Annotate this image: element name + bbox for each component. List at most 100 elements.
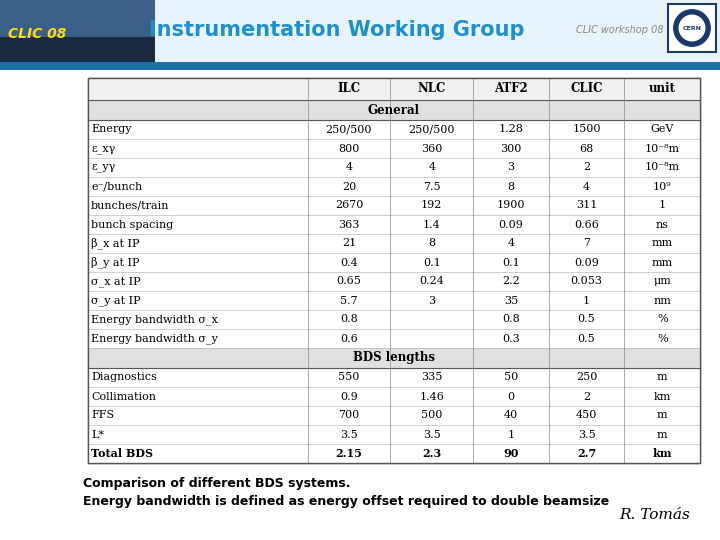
Text: 1: 1 [583, 295, 590, 306]
Text: 7.5: 7.5 [423, 181, 441, 192]
Bar [88, 78, 700, 463]
Text: 21: 21 [342, 239, 356, 248]
Text: 2: 2 [583, 163, 590, 172]
Bar [88, 406, 700, 425]
Bar [0, 37, 155, 67]
Bar [88, 368, 700, 387]
Text: m: m [657, 410, 667, 421]
Text: 2: 2 [583, 392, 590, 402]
Text: σ_x at IP: σ_x at IP [91, 276, 140, 287]
Text: 1500: 1500 [572, 125, 601, 134]
Bar [88, 139, 700, 158]
Text: m: m [657, 429, 667, 440]
Text: 0.09: 0.09 [498, 219, 523, 230]
Text: 4: 4 [428, 163, 436, 172]
Text: 450: 450 [576, 410, 598, 421]
Text: 0: 0 [508, 392, 515, 402]
Text: Energy bandwidth σ_y: Energy bandwidth σ_y [91, 333, 218, 344]
Text: 10⁻⁸m: 10⁻⁸m [644, 144, 680, 153]
Text: 0.9: 0.9 [340, 392, 358, 402]
Text: Energy bandwidth is defined as energy offset required to double beamsize: Energy bandwidth is defined as energy of… [83, 495, 609, 508]
Text: 250/500: 250/500 [408, 125, 455, 134]
Text: 4: 4 [346, 163, 353, 172]
Text: Comparison of different BDS systems.: Comparison of different BDS systems. [83, 477, 351, 490]
Text: 0.5: 0.5 [577, 334, 595, 343]
Bar [668, 4, 716, 52]
Text: 8: 8 [428, 239, 436, 248]
Bar [88, 291, 700, 310]
Text: 0.3: 0.3 [502, 334, 520, 343]
Text: 4: 4 [583, 181, 590, 192]
Text: 3.5: 3.5 [340, 429, 358, 440]
Bar [88, 100, 700, 120]
Text: ILC: ILC [338, 83, 361, 96]
Text: 360: 360 [421, 144, 443, 153]
Text: ns: ns [656, 219, 669, 230]
Text: 0.053: 0.053 [571, 276, 603, 287]
Text: NLC: NLC [418, 83, 446, 96]
Text: 250: 250 [576, 373, 598, 382]
Text: 1.46: 1.46 [419, 392, 444, 402]
Text: FFS: FFS [91, 410, 114, 421]
Text: β_y at IP: β_y at IP [91, 256, 140, 268]
Text: km: km [652, 448, 672, 459]
Text: 363: 363 [338, 219, 360, 230]
Text: nm: nm [653, 295, 671, 306]
Circle shape [674, 10, 710, 46]
Bar [88, 196, 700, 215]
Text: 50: 50 [504, 373, 518, 382]
Text: 90: 90 [503, 448, 518, 459]
Bar [88, 78, 700, 100]
Text: Instrumentation Working Group: Instrumentation Working Group [149, 20, 524, 40]
Bar [88, 329, 700, 348]
Text: 192: 192 [421, 200, 443, 211]
Text: Total BDS: Total BDS [91, 448, 153, 459]
Text: e⁻/bunch: e⁻/bunch [91, 181, 143, 192]
Text: 700: 700 [338, 410, 359, 421]
Text: CERN: CERN [683, 25, 701, 30]
Text: 300: 300 [500, 144, 522, 153]
Text: σ_y at IP: σ_y at IP [91, 295, 140, 306]
Text: 10⁻⁸m: 10⁻⁸m [644, 163, 680, 172]
Text: L*: L* [91, 429, 104, 440]
Bar [88, 425, 700, 444]
Text: 0.6: 0.6 [340, 334, 358, 343]
Text: bunch spacing: bunch spacing [91, 219, 174, 230]
Text: 335: 335 [421, 373, 443, 382]
Text: 7: 7 [583, 239, 590, 248]
Text: 68: 68 [580, 144, 594, 153]
Text: 250/500: 250/500 [325, 125, 372, 134]
Text: 2.15: 2.15 [336, 448, 362, 459]
Bar [88, 158, 700, 177]
Text: 20: 20 [342, 181, 356, 192]
Bar [88, 78, 700, 463]
Text: GeV: GeV [650, 125, 674, 134]
Text: 3: 3 [428, 295, 436, 306]
Bar [0, 0, 155, 67]
Text: General: General [368, 104, 420, 117]
Text: β_x at IP: β_x at IP [91, 238, 140, 249]
Text: 1.28: 1.28 [498, 125, 523, 134]
Text: CLIC 08: CLIC 08 [8, 27, 66, 41]
Text: 2.3: 2.3 [422, 448, 441, 459]
Bar [88, 253, 700, 272]
Text: 40: 40 [504, 410, 518, 421]
Bar [88, 387, 700, 406]
Text: %: % [657, 334, 667, 343]
Text: 0.66: 0.66 [574, 219, 599, 230]
Text: 311: 311 [576, 200, 598, 211]
Text: ATF2: ATF2 [494, 83, 528, 96]
Text: %: % [657, 314, 667, 325]
Bar [0, 62, 720, 70]
Text: 5.7: 5.7 [340, 295, 358, 306]
Bar [0, 0, 155, 37]
Bar [88, 272, 700, 291]
Bar [88, 177, 700, 196]
Text: 0.1: 0.1 [423, 258, 441, 267]
Text: mm: mm [652, 239, 672, 248]
Text: Energy: Energy [91, 125, 132, 134]
Text: Diagnostics: Diagnostics [91, 373, 157, 382]
Text: 0.65: 0.65 [336, 276, 361, 287]
Text: CLIC: CLIC [570, 83, 603, 96]
Text: μm: μm [653, 276, 671, 287]
